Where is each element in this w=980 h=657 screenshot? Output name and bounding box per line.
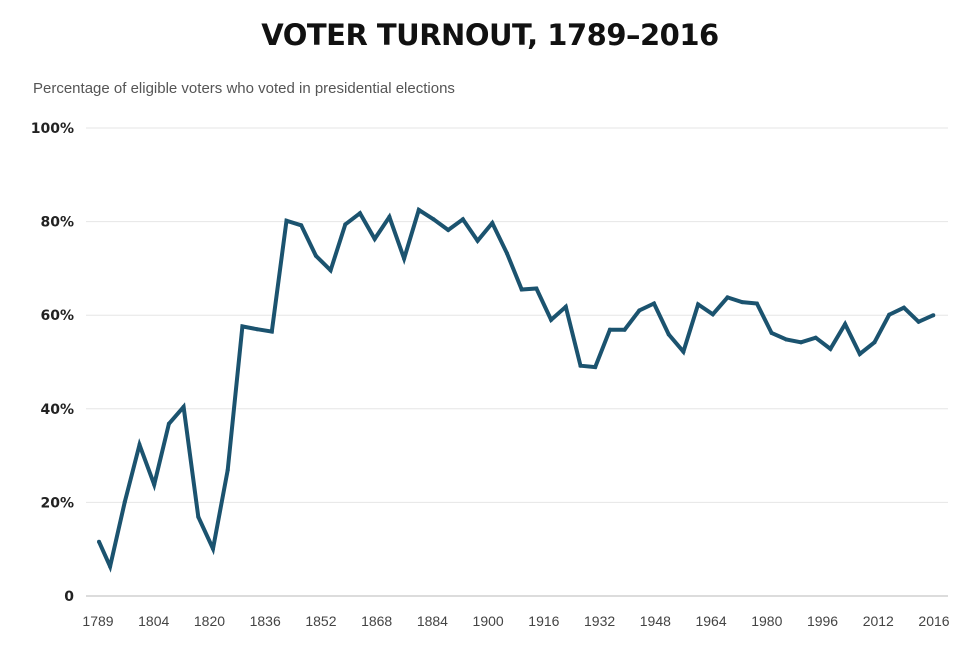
data-point xyxy=(652,301,656,306)
x-tick-label: 1804 xyxy=(138,613,169,629)
data-point xyxy=(490,221,495,225)
series-layer xyxy=(97,206,936,573)
data-point xyxy=(284,218,289,223)
data-point xyxy=(446,228,451,232)
data-point xyxy=(622,327,627,332)
data-point xyxy=(519,287,524,292)
chart-subtitle: Percentage of eligible voters who voted … xyxy=(33,80,455,97)
x-tick-label: 1900 xyxy=(473,613,504,629)
data-point xyxy=(328,268,333,273)
data-point xyxy=(166,421,171,426)
data-point xyxy=(240,324,245,329)
data-point xyxy=(196,514,201,519)
data-point xyxy=(269,329,274,334)
data-point xyxy=(137,442,142,447)
data-point xyxy=(108,564,113,569)
data-point xyxy=(681,349,686,354)
chart-title: VOTER TURNOUT, 1789–2016 xyxy=(261,18,719,52)
data-point xyxy=(725,295,730,300)
data-point xyxy=(299,223,304,228)
data-point xyxy=(505,251,509,256)
data-point xyxy=(769,331,774,335)
data-point xyxy=(181,404,186,409)
data-point xyxy=(343,222,348,227)
data-point xyxy=(931,313,936,318)
data-point xyxy=(887,312,892,317)
y-tick-label: 100% xyxy=(31,121,74,137)
x-tick-label: 1964 xyxy=(695,613,726,629)
data-point xyxy=(534,286,539,291)
data-point xyxy=(637,308,642,313)
data-point xyxy=(754,301,759,306)
x-tick-label: 1884 xyxy=(417,613,448,629)
data-point xyxy=(872,340,877,345)
data-point xyxy=(916,319,921,324)
data-point xyxy=(843,322,848,327)
y-tick-label: 40% xyxy=(40,402,74,418)
data-point xyxy=(313,253,318,258)
data-point xyxy=(122,499,127,504)
data-point xyxy=(387,214,392,219)
data-point xyxy=(431,217,436,222)
x-tick-label: 2012 xyxy=(863,613,894,629)
data-point xyxy=(666,332,671,337)
x-tick-label: 1980 xyxy=(751,613,782,629)
data-point xyxy=(225,468,230,473)
y-axis: 0 20% 40% 60% 80% 100% xyxy=(31,121,75,605)
x-axis: 1789 1804 1820 1836 1852 1868 1884 1900 1916 1932… xyxy=(82,613,949,629)
data-point xyxy=(784,337,789,342)
data-point xyxy=(740,300,745,305)
x-tick-label: 1948 xyxy=(640,613,671,629)
data-point xyxy=(402,256,407,261)
y-tick-label: 80% xyxy=(40,215,74,231)
data-point xyxy=(152,482,157,487)
data-point xyxy=(710,312,715,317)
data-point xyxy=(799,340,803,345)
data-point xyxy=(593,365,598,370)
y-tick-label: 0 xyxy=(64,589,74,605)
data-point xyxy=(578,363,583,368)
data-point xyxy=(255,327,260,332)
data-point xyxy=(901,305,906,310)
data-point xyxy=(857,352,862,356)
data-point xyxy=(211,546,215,551)
data-point xyxy=(607,327,612,332)
data-point xyxy=(696,302,701,307)
x-tick-label: 1932 xyxy=(584,613,615,629)
data-point xyxy=(828,346,833,351)
series-line-turnout xyxy=(97,206,935,573)
data-point xyxy=(460,217,465,222)
data-point xyxy=(563,304,568,309)
y-tick-label: 60% xyxy=(40,308,74,324)
data-point xyxy=(549,317,554,322)
gridlines xyxy=(86,127,948,597)
x-tick-label: 1820 xyxy=(194,613,225,629)
x-tick-label: 1868 xyxy=(361,613,392,629)
y-tick-label: 20% xyxy=(40,495,74,511)
data-point xyxy=(372,236,377,241)
data-point xyxy=(813,335,818,340)
x-tick-label: 1789 xyxy=(82,613,113,629)
x-tick-label: 2016 xyxy=(918,613,949,629)
x-tick-label: 1836 xyxy=(250,613,281,629)
data-point xyxy=(97,539,101,544)
data-point xyxy=(416,207,421,212)
x-tick-label: 1916 xyxy=(528,613,559,629)
data-point xyxy=(475,238,480,243)
x-tick-label: 1852 xyxy=(305,613,336,629)
x-tick-label: 1996 xyxy=(807,613,838,629)
data-point xyxy=(358,211,362,216)
